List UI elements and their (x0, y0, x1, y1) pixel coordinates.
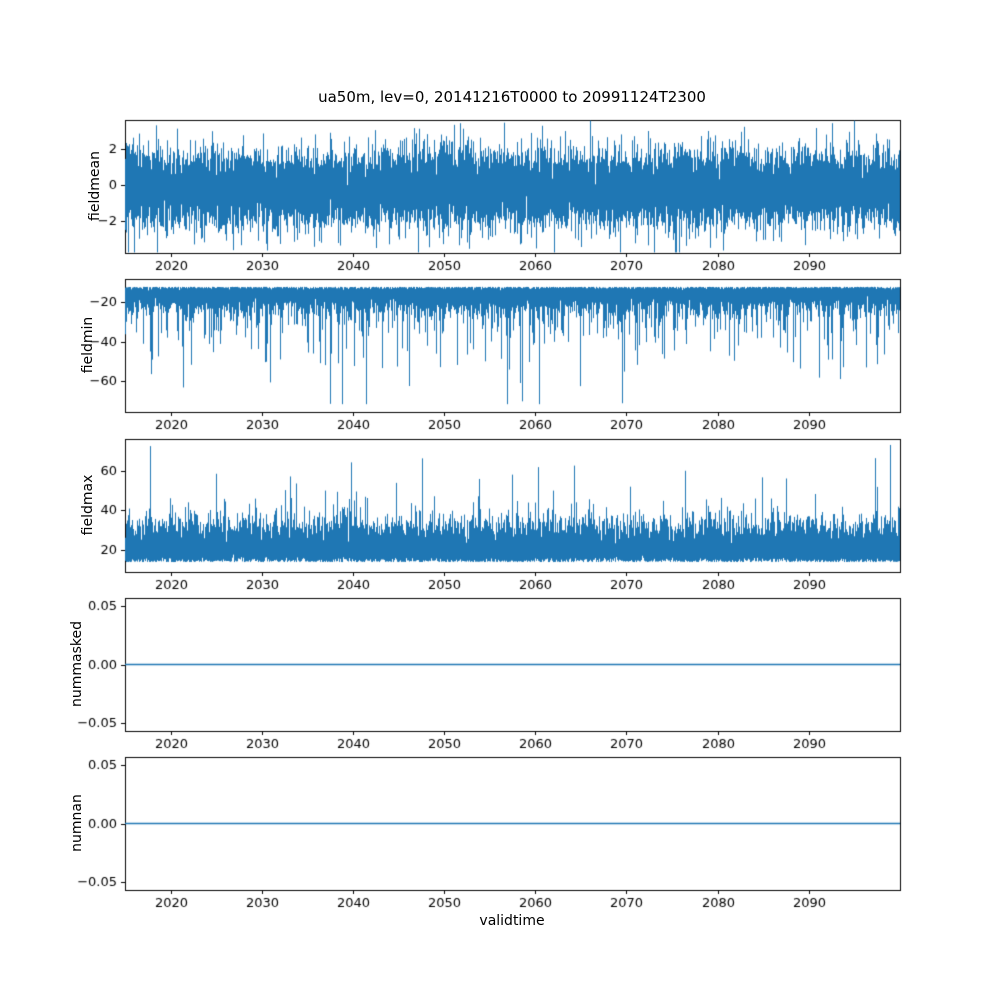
ylabel-fieldmean: fieldmean (87, 151, 103, 221)
ylabel-fieldmin: fieldmin (80, 316, 96, 374)
ylabel-fieldmax: fieldmax (80, 474, 96, 536)
chart-title: ua50m, lev=0, 20141216T0000 to 20991124T… (318, 88, 706, 106)
xlabel-validtime: validtime (479, 913, 545, 929)
ylabel-nummasked: nummasked (69, 620, 85, 708)
ylabel-numnan: numnan (69, 794, 85, 852)
